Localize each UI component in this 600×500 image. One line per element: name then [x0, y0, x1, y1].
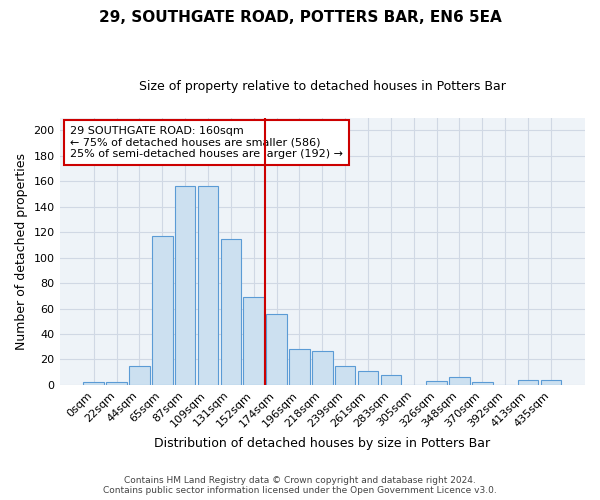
- Title: Size of property relative to detached houses in Potters Bar: Size of property relative to detached ho…: [139, 80, 506, 93]
- Bar: [244, 297, 264, 385]
- Text: 29, SOUTHGATE ROAD, POTTERS BAR, EN6 5EA: 29, SOUTHGATE ROAD, POTTERS BAR, EN6 5EA: [98, 10, 502, 25]
- Bar: [129, 366, 150, 385]
- Bar: [449, 378, 470, 385]
- Bar: [289, 350, 310, 385]
- Bar: [541, 380, 561, 385]
- X-axis label: Distribution of detached houses by size in Potters Bar: Distribution of detached houses by size …: [154, 437, 490, 450]
- Bar: [472, 382, 493, 385]
- Bar: [175, 186, 196, 385]
- Bar: [152, 236, 173, 385]
- Bar: [198, 186, 218, 385]
- Bar: [312, 350, 332, 385]
- Bar: [266, 314, 287, 385]
- Bar: [106, 382, 127, 385]
- Bar: [380, 374, 401, 385]
- Text: Contains HM Land Registry data © Crown copyright and database right 2024.
Contai: Contains HM Land Registry data © Crown c…: [103, 476, 497, 495]
- Text: 29 SOUTHGATE ROAD: 160sqm
← 75% of detached houses are smaller (586)
25% of semi: 29 SOUTHGATE ROAD: 160sqm ← 75% of detac…: [70, 126, 343, 159]
- Bar: [83, 382, 104, 385]
- Bar: [335, 366, 355, 385]
- Bar: [221, 238, 241, 385]
- Y-axis label: Number of detached properties: Number of detached properties: [15, 153, 28, 350]
- Bar: [518, 380, 538, 385]
- Bar: [426, 381, 447, 385]
- Bar: [358, 371, 378, 385]
